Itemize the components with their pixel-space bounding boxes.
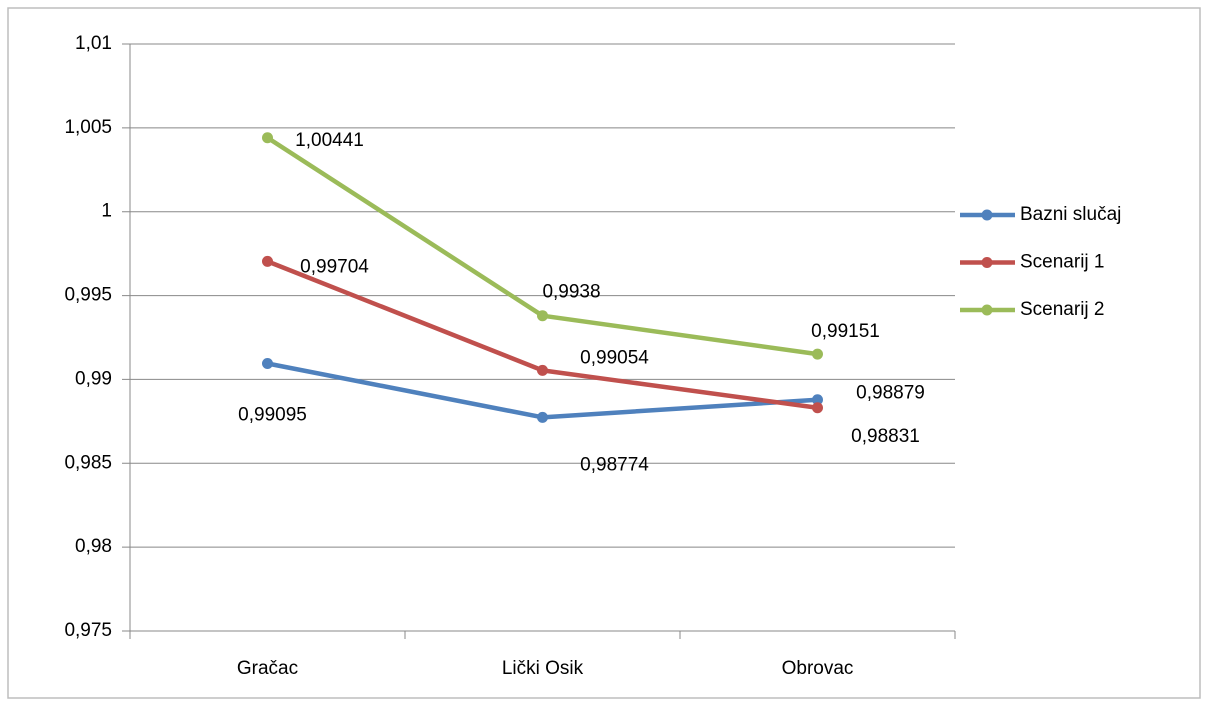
y-tick-label: 1: [101, 201, 112, 222]
y-tick-label: 0,985: [64, 452, 112, 473]
data-label: 0,99151: [811, 321, 880, 342]
data-label: 0,98774: [580, 454, 649, 475]
point: [812, 394, 823, 406]
data-label: 0,98831: [851, 426, 920, 447]
y-tick-label: 1,005: [64, 117, 112, 138]
data-label: 0,99095: [238, 405, 307, 426]
y-tick-label: 0,975: [64, 620, 112, 641]
data-label: 0,98879: [856, 383, 925, 404]
point: [262, 255, 273, 267]
x-tick-label: Lički Osik: [502, 658, 584, 679]
x-tick-label: Obrovac: [782, 658, 854, 679]
point: [537, 310, 548, 322]
y-tick-label: 1,01: [75, 33, 112, 54]
y-tick-label: 0,99: [75, 368, 112, 389]
point: [812, 348, 823, 360]
chart-border: [7, 7, 1201, 699]
point: [537, 411, 548, 423]
point: [262, 132, 273, 144]
data-label: 0,99054: [580, 347, 649, 368]
legend-label: Scenarij 2: [1020, 299, 1105, 320]
legend-marker: [981, 257, 993, 268]
y-tick-label: 0,995: [64, 285, 112, 306]
y-tick-label: 0,98: [75, 536, 112, 557]
data-label: 1,00441: [295, 130, 364, 151]
point: [812, 402, 823, 414]
x-tick-label: Gračac: [237, 658, 298, 679]
legend-label: Bazni slučaj: [1020, 204, 1121, 225]
legend-marker: [981, 304, 993, 316]
point: [537, 364, 548, 376]
data-label: 0,9938: [542, 282, 600, 303]
legend-label: Scenarij 1: [1020, 252, 1105, 273]
legend-marker: [981, 209, 993, 221]
point: [262, 357, 273, 369]
data-label: 0,99704: [300, 256, 369, 277]
